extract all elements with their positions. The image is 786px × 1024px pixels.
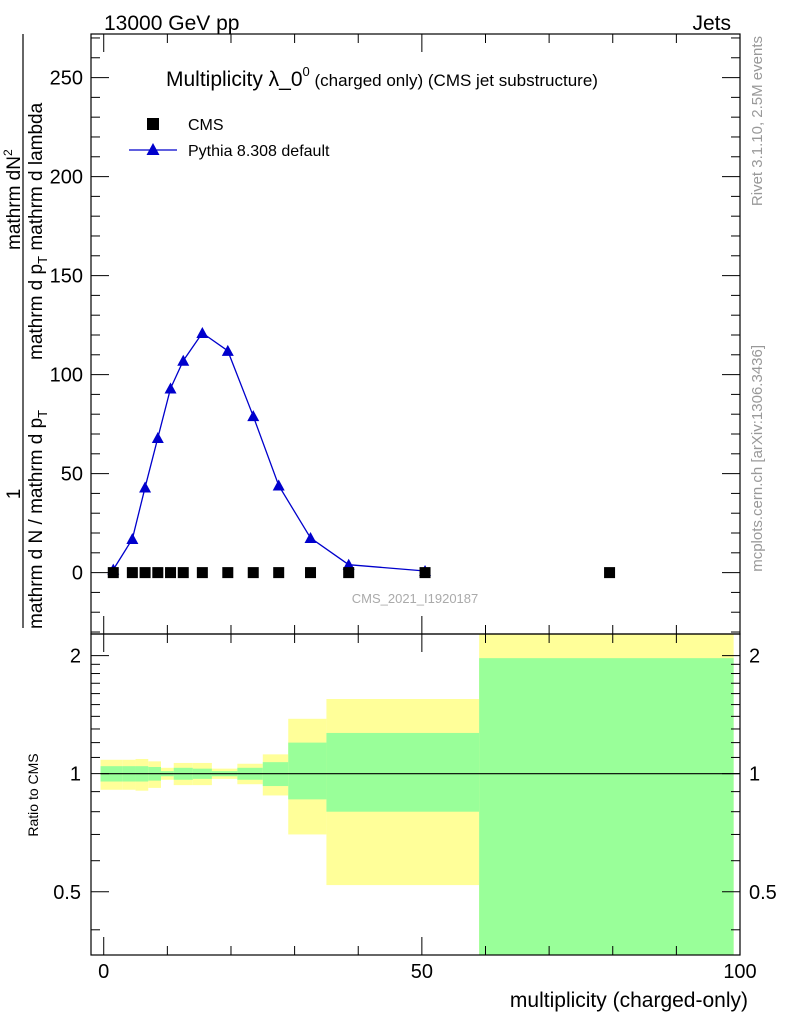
cms-point-6 — [196, 567, 208, 579]
pythia-point-8 — [247, 410, 260, 422]
ratio-inner-band-10 — [288, 742, 327, 800]
cms-point-4 — [165, 567, 177, 579]
ylabel-numerator: mathrm dN2 — [1, 149, 25, 250]
pythia-point-5 — [177, 354, 190, 366]
ratio-ytick-label-right-0: 0.5 — [749, 882, 777, 904]
main-ytick-label-4: 200 — [50, 167, 83, 189]
ratio-inner-band-11 — [326, 732, 480, 812]
ratio-xtick-label-0: 0 — [98, 961, 109, 983]
ratio-ytick-label-left-0: 0.5 — [53, 882, 81, 904]
cms-point-8 — [247, 567, 259, 579]
legend-label-cms: CMS — [188, 117, 224, 134]
pythia-point-1 — [126, 532, 139, 544]
cms-point-12 — [419, 567, 431, 579]
main-ytick-label-3: 150 — [50, 266, 83, 288]
main-ytick-label-1: 50 — [61, 464, 83, 486]
cms-point-3 — [152, 567, 164, 579]
ylabel-denominator: mathrm d pT mathrm d lambda — [26, 102, 50, 360]
pythia-point-11 — [342, 558, 355, 570]
cms-point-0 — [107, 567, 119, 579]
pythia-point-3 — [151, 431, 164, 443]
axes: 0 50 100 150 200 250 0 50 100 0.5 0.5 1 1 2 2 — [50, 33, 777, 983]
cms-point-1 — [126, 567, 138, 579]
main-plot-area — [107, 327, 616, 579]
energy-label: 13000 GeV pp — [104, 12, 239, 35]
analysis-watermark: CMS_2021_I1920187 — [352, 591, 479, 606]
pythia-point-9 — [272, 479, 285, 491]
main-ytick-label-2: 100 — [50, 365, 83, 387]
plot-title-main: Multiplicity λ_0 — [166, 68, 303, 91]
pythia-point-7 — [221, 344, 234, 356]
process-label: Jets — [692, 12, 731, 35]
ratio-ylabel: Ratio to CMS — [25, 753, 41, 836]
plot-title-suffix: (charged only) (CMS jet substructure) — [310, 71, 598, 90]
pythia-point-2 — [139, 481, 152, 493]
legend-marker-pythia — [146, 143, 160, 155]
ratio-inner-band-12 — [479, 658, 734, 955]
main-ytick-label-5: 250 — [50, 68, 83, 90]
ylabel-fraction-denominator: mathrm d N / mathrm d pT — [26, 410, 50, 629]
xlabel: multiplicity (charged-only) — [510, 989, 748, 1012]
pythia-point-4 — [164, 382, 177, 394]
ratio-frame — [90, 633, 741, 956]
cms-point-5 — [177, 567, 189, 579]
legend: CMS Pythia 8.308 default — [129, 117, 330, 160]
main-ytick-label-0: 0 — [72, 563, 83, 585]
legend-marker-cms — [147, 118, 159, 130]
ylabel-fraction-numerator: 1 — [4, 489, 25, 500]
main-ylabel: 1 mathrm d N / mathrm d pT mathrm dN2 ma… — [1, 34, 50, 629]
plot-title: Multiplicity λ_00 (charged only) (CMS je… — [166, 64, 598, 91]
ratio-ytick-label-left-2: 2 — [70, 646, 81, 668]
cms-point-13 — [604, 567, 616, 579]
ratio-ytick-label-left-1: 1 — [70, 764, 81, 786]
ratio-ytick-label-right-2: 2 — [749, 646, 760, 668]
mcplots-label: mcplots.cern.ch [arXiv:1306.3436] — [749, 345, 766, 572]
ratio-ytick-label-right-1: 1 — [749, 764, 760, 786]
cms-point-11 — [343, 567, 355, 579]
rivet-version-label: Rivet 3.1.10, 2.5M events — [749, 36, 766, 206]
ratio-plot-area — [100, 634, 740, 955]
plot-title-sup: 0 — [303, 64, 310, 79]
ratio-xtick-label-2: 100 — [723, 961, 756, 983]
cms-point-7 — [222, 567, 234, 579]
pythia-point-6 — [196, 327, 209, 339]
pythia-line — [112, 332, 426, 572]
pythia-point-10 — [304, 531, 317, 543]
cms-point-2 — [139, 567, 151, 579]
legend-label-pythia: Pythia 8.308 default — [188, 143, 330, 160]
cms-point-9 — [273, 567, 285, 579]
ratio-xtick-label-1: 50 — [411, 961, 433, 983]
cms-point-10 — [305, 567, 317, 579]
